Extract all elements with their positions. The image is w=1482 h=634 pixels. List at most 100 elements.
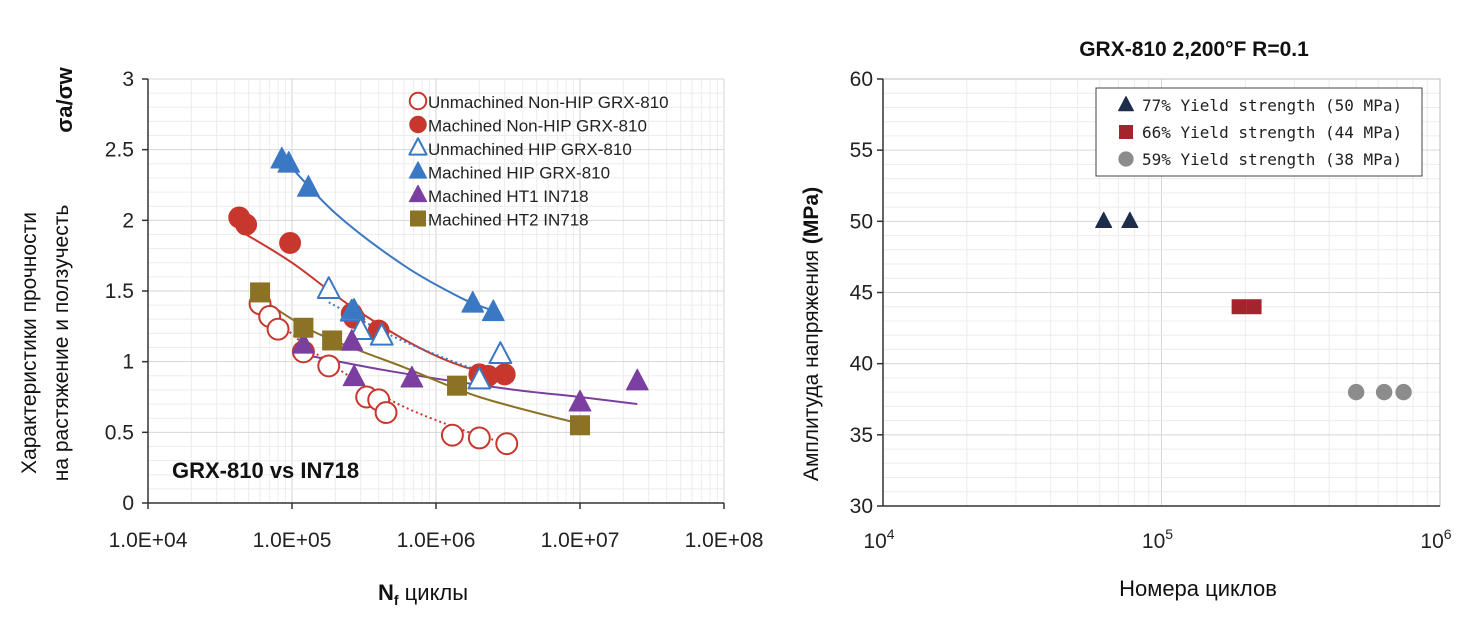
r-59-yield-strength-38-mpa-point-1 (1375, 383, 1393, 401)
r-77-yield-strength-50-mpa-point-0 (1095, 211, 1113, 229)
unmachined-non-hip-grx-810-point-4 (317, 354, 341, 378)
right-chart: GRX-810 2,200°F R=0.1 30 35 40 45 50 55 60 104 1… (800, 38, 1452, 601)
machined-ht1-in718-point-5 (625, 368, 649, 391)
legend-machined-ht1-in718-point-0 (408, 184, 428, 203)
left-chart-y-label-line2: на растяжение и ползучесть (50, 205, 73, 482)
right-legend-label: 59% Yield strength (38 MPa) (1142, 150, 1402, 169)
right-legend-item-66-yield-strength-44-mpa: 66% Yield strength (44 MPa) (1119, 123, 1402, 142)
fit-line-machined-ht1-in718 (303, 353, 638, 406)
left-chart-axes (142, 78, 725, 509)
r-66-yield-strength-44-mpa-point-1 (1246, 299, 1262, 315)
right-y-tick-label-4: 50 (850, 210, 873, 233)
machined-ht2-in718-point-3 (447, 375, 468, 396)
unmachined-hip-grx-810-point-2 (348, 317, 373, 340)
right-chart-points (1095, 211, 1412, 401)
right-chart-legend: 77% Yield strength (50 MPa) 66% Yield str… (1095, 87, 1423, 177)
left-y-tick-label-4: 2 (122, 209, 134, 232)
left-chart-x-label: Nf циклы (378, 580, 468, 608)
legend-item-unmachined-non-hip-grx-810: Unmachined Non-HIP GRX-810 (408, 91, 669, 112)
right-y-tick-label-6: 60 (850, 68, 873, 91)
machined-ht1-in718-point-2 (342, 364, 366, 387)
legend-label: Machined HT2 IN718 (428, 211, 589, 230)
left-x-tick-label-4: 1.0E+08 (685, 529, 764, 552)
right-legend-77-yield-strength-50-mpa-point-0 (1118, 96, 1134, 112)
r-59-yield-strength-38-mpa-point-2 (1395, 383, 1412, 401)
left-chart-y-label-line1: Характеристики прочности (18, 212, 41, 474)
left-x-tick-label-0: 1.0E+04 (109, 529, 188, 552)
left-y-tick-label-0: 0 (122, 492, 134, 515)
unmachined-hip-grx-810-point-4 (467, 366, 492, 390)
unmachined-hip-grx-810-point-5 (488, 341, 513, 364)
right-legend-59-yield-strength-38-mpa-point-0 (1118, 151, 1134, 167)
r-66-yield-strength-44-mpa-point-0 (1231, 299, 1247, 315)
machined-hip-grx-810-point-3 (342, 297, 366, 320)
right-legend-item-77-yield-strength-50-mpa: 77% Yield strength (50 MPa) (1118, 96, 1402, 115)
machined-non-hip-grx-810-point-8 (493, 363, 516, 386)
right-legend-label: 77% Yield strength (50 MPa) (1142, 96, 1402, 115)
left-x-tick-label-2: 1.0E+06 (397, 529, 476, 552)
right-x-tick-label-2: 106 (1420, 526, 1451, 553)
legend-label: Machined HT1 IN718 (428, 187, 589, 206)
left-x-tick-label-3: 1.0E+07 (541, 529, 620, 552)
legend-unmachined-hip-grx-810-point-0 (408, 137, 428, 156)
left-chart-tick-labels: 0 0.5 1 1.5 2 2.5 3 1.0E+04 1.0E+05 1.0E+06 1.0E+0… (105, 68, 764, 552)
machined-ht2-in718-point-0 (250, 282, 271, 303)
unmachined-non-hip-grx-810-point-2 (266, 317, 290, 341)
legend-item-machined-ht2-in718: Machined HT2 IN718 (410, 210, 589, 230)
unmachined-non-hip-grx-810-point-9 (467, 426, 491, 450)
left-chart-y-symbol: σa/σw (52, 66, 77, 132)
legend-item-machined-ht1-in718: Machined HT1 IN718 (408, 184, 589, 206)
left-chart: 0 0.5 1 1.5 2 2.5 3 1.0E+04 1.0E+05 1.0E+06 1.0E+0… (18, 66, 763, 608)
right-legend-label: 66% Yield strength (44 MPa) (1142, 123, 1402, 142)
left-chart-points (228, 146, 649, 456)
left-y-tick-label-6: 3 (122, 68, 134, 91)
left-y-tick-label-5: 2.5 (105, 139, 134, 162)
right-legend-item-59-yield-strength-38-mpa: 59% Yield strength (38 MPa) (1118, 150, 1402, 169)
right-legend-66-yield-strength-44-mpa-point-0 (1119, 125, 1133, 139)
right-y-tick-label-0: 30 (850, 495, 873, 518)
machined-hip-grx-810-point-1 (277, 150, 301, 173)
right-legend-box (1095, 87, 1423, 177)
right-y-tick-label-5: 55 (850, 139, 873, 162)
legend-unmachined-non-hip-grx-810-point-0 (408, 91, 428, 111)
unmachined-hip-grx-810-point-0 (316, 276, 341, 299)
machined-ht2-in718-point-1 (293, 317, 314, 338)
unmachined-non-hip-grx-810-point-7 (374, 401, 398, 424)
right-chart-axes (877, 78, 1440, 507)
machined-ht2-in718-point-2 (322, 330, 343, 351)
right-chart-tick-labels: 30 35 40 45 50 55 60 104 105 106 (850, 68, 1452, 553)
machined-hip-grx-810-point-2 (296, 174, 320, 197)
right-chart-x-label: Номера циклов (1119, 576, 1277, 601)
machined-ht1-in718-point-3 (400, 365, 424, 388)
left-chart-annotation: GRX-810 vs IN718 (172, 458, 359, 483)
legend-item-machined-hip-grx-810: Machined HIP GRX-810 (408, 161, 610, 183)
legend-item-machined-non-hip-grx-810: Machined Non-HIP GRX-810 (409, 115, 647, 136)
right-chart-title: GRX-810 2,200°F R=0.1 (1079, 38, 1309, 61)
legend-label: Machined HIP GRX-810 (428, 164, 610, 183)
right-x-tick-label-0: 104 (863, 526, 894, 553)
legend-label: Unmachined HIP GRX-810 (428, 140, 632, 159)
right-chart-y-label: Амплитуда напряжения (MPa) (800, 187, 823, 481)
r-77-yield-strength-50-mpa-point-1 (1121, 211, 1139, 229)
machined-non-hip-grx-810-point-2 (279, 231, 302, 254)
machined-non-hip-grx-810-point-1 (235, 213, 258, 236)
left-y-tick-label-3: 1.5 (105, 280, 134, 303)
machined-ht1-in718-point-0 (291, 331, 315, 354)
unmachined-non-hip-grx-810-point-10 (495, 432, 519, 456)
machined-hip-grx-810-point-4 (461, 290, 485, 313)
right-y-tick-label-1: 35 (850, 424, 873, 447)
left-y-tick-label-1: 0.5 (105, 421, 134, 444)
right-y-tick-label-2: 40 (850, 353, 873, 376)
machined-ht1-in718-point-1 (340, 329, 364, 351)
machined-ht1-in718-point-4 (568, 389, 592, 412)
left-chart-legend: Unmachined Non-HIP GRX-810 Machined Non-H… (408, 91, 669, 230)
legend-machined-hip-grx-810-point-0 (408, 161, 428, 179)
right-x-tick-label-1: 105 (1142, 526, 1173, 553)
left-chart-y-axis-label: σa/σw Характеристики прочности на растяж… (18, 66, 77, 481)
left-x-tick-label-1: 1.0E+05 (253, 529, 332, 552)
right-y-tick-label-3: 45 (850, 282, 873, 305)
left-y-tick-label-2: 1 (122, 351, 134, 374)
legend-label: Machined Non-HIP GRX-810 (428, 117, 647, 136)
r-59-yield-strength-38-mpa-point-0 (1347, 383, 1365, 401)
